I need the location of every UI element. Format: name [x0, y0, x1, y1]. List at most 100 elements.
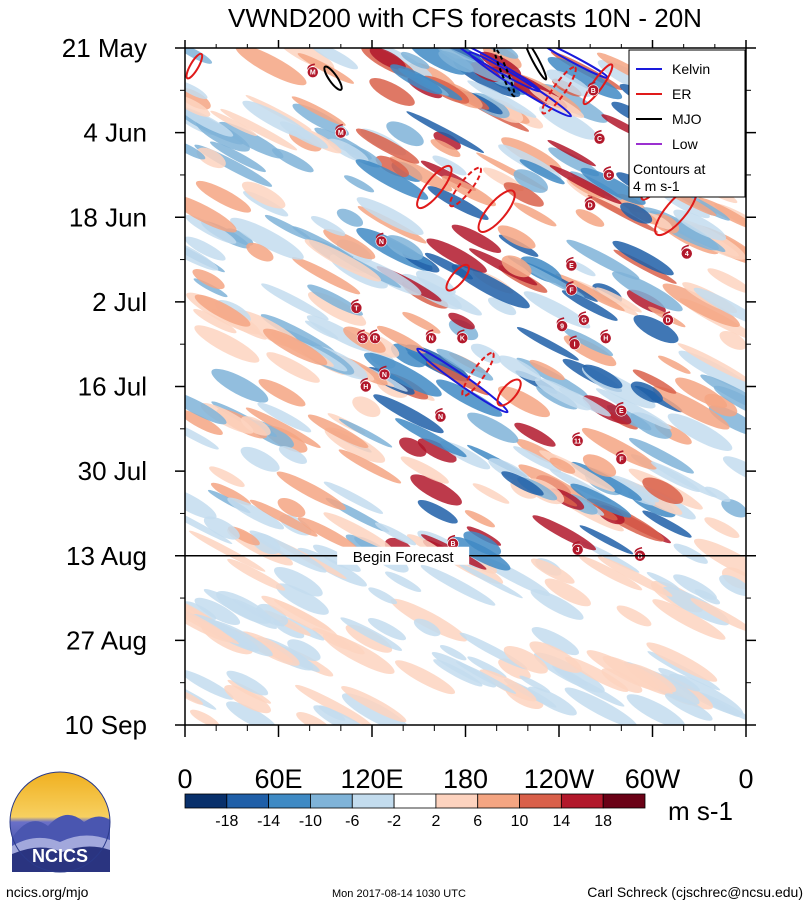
footer-site-link[interactable]: ncics.org/mjo [6, 884, 89, 900]
storm-marker-dot [662, 314, 674, 326]
y-tick-label: 13 Aug [66, 541, 147, 571]
field-patch [193, 278, 228, 298]
logo-text: NCICS [32, 846, 88, 866]
field-patch [390, 64, 443, 95]
colorbar-label: -6 [345, 813, 359, 830]
colorbar-swatch [560, 793, 604, 809]
field-patch [240, 416, 271, 436]
storm-marker-dot [556, 320, 568, 332]
field-patch [338, 449, 402, 484]
field-patch [258, 379, 306, 407]
wave-contour [416, 164, 453, 210]
storm-marker: N [434, 407, 447, 423]
field-patch [652, 386, 730, 430]
x-tick-label: 180 [443, 764, 488, 794]
field-patch [185, 669, 234, 700]
field-patch [694, 589, 721, 605]
x-tick-label: 0 [177, 764, 192, 794]
field-patch [459, 632, 528, 670]
field-patch [513, 446, 562, 473]
field-patch [364, 352, 442, 397]
field-patch [376, 325, 427, 354]
field-patch [373, 394, 444, 434]
storm-marker: 4 [680, 244, 693, 260]
field-patch [185, 502, 233, 545]
field-patch [514, 422, 556, 447]
field-patch [693, 538, 746, 583]
field-patch [482, 48, 522, 70]
field-patch [436, 48, 504, 83]
storm-marker-dot [565, 259, 578, 272]
storm-marker: M [306, 63, 319, 78]
field-patch [451, 224, 502, 253]
field-patch [516, 326, 579, 361]
colorbar-swatch [268, 793, 311, 809]
field-patch [218, 121, 284, 159]
field-patch [690, 598, 746, 633]
field-patch [185, 409, 223, 435]
field-patch [224, 685, 271, 714]
field-patch [345, 624, 393, 653]
field-patch [597, 556, 673, 597]
field-patch [297, 547, 367, 587]
field-patch [554, 669, 625, 707]
field-patch [225, 228, 254, 246]
field-patch [323, 512, 393, 550]
colorbar-swatch [602, 793, 646, 809]
field-patch [336, 208, 364, 227]
storm-marker-dot [615, 404, 628, 417]
field-patch [503, 182, 544, 207]
field-patch [719, 330, 746, 350]
field-patch [185, 81, 208, 100]
y-tick-label: 30 Jul [78, 456, 147, 486]
colorbar-label: -18 [215, 813, 238, 830]
field-patch [439, 644, 467, 661]
field-patch [210, 110, 257, 137]
storm-marker: D [662, 311, 674, 326]
field-patch [566, 239, 640, 280]
y-tick-label: 21 May [62, 33, 147, 63]
field-patch [261, 595, 338, 638]
wave-contour [523, 48, 548, 81]
field-patch [192, 269, 225, 290]
field-patch [501, 471, 544, 496]
wave-contour [416, 347, 509, 414]
field-patch [355, 159, 429, 200]
y-tick-label: 18 Jun [69, 202, 147, 232]
field-patch [413, 618, 441, 637]
field-patch [642, 510, 692, 538]
field-patch [575, 209, 605, 227]
storm-marker-dot [359, 380, 372, 393]
wave-contour [468, 51, 572, 118]
storm-marker-dot [356, 332, 369, 344]
field-patch [501, 137, 562, 173]
field-patch [587, 194, 659, 233]
field-patch [278, 446, 308, 465]
field-patch [633, 314, 679, 344]
field-patch [549, 457, 576, 474]
field-patch [402, 311, 441, 334]
field-patch [601, 668, 643, 693]
field-patch [629, 437, 694, 474]
field-patch [426, 361, 490, 396]
field-patch [390, 343, 427, 368]
field-patch [307, 48, 359, 70]
field-patch [400, 51, 430, 69]
field-patch [275, 583, 329, 615]
storm-marker: H [359, 377, 372, 393]
ncics-logo: NCICS [9, 771, 111, 873]
storm-label: N [429, 336, 434, 343]
storm-label: F [569, 287, 574, 294]
field-patch [547, 57, 623, 100]
field-patch [395, 660, 456, 695]
field-patch [400, 456, 449, 484]
storm-label: B [638, 553, 643, 560]
storm-marker-dot [434, 410, 447, 423]
field-patch [630, 381, 663, 403]
field-patch [257, 402, 312, 433]
storm-marker-dot [584, 199, 596, 211]
storm-label: K [460, 336, 465, 343]
field-patch [532, 515, 597, 551]
forecast-label: Begin Forecast [353, 549, 455, 566]
